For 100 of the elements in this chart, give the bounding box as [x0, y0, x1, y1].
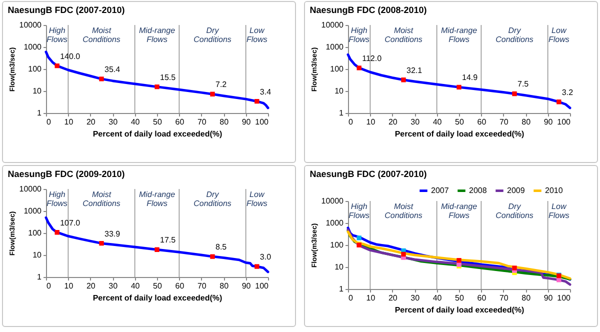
x-tick-label: 0: [348, 294, 354, 302]
point: [99, 240, 104, 246]
annotation: Dry Conditions: [194, 190, 232, 208]
y-tick-label: 10: [32, 250, 42, 260]
point: [356, 66, 362, 70]
x-tick-label: 70: [499, 118, 509, 126]
data-label: 15.5: [160, 72, 176, 82]
point: [254, 98, 260, 104]
annotation: Moist Conditions: [384, 202, 422, 220]
x-tick-label: 30: [108, 282, 118, 290]
data-label: 3.4: [260, 87, 272, 96]
y-tick-label: 100: [330, 64, 344, 74]
point: [401, 252, 406, 257]
y-tick-label: 1000: [24, 206, 42, 216]
x-tick-label: 20: [388, 294, 398, 302]
annotation: Dry Conditions: [496, 26, 534, 44]
x-tick-label: 50: [455, 294, 464, 302]
x-tick-label: 90: [242, 118, 252, 126]
x-tick-label: 100: [255, 282, 270, 290]
x-tick-label: 60: [175, 282, 185, 290]
x-tick-label: 10: [64, 118, 74, 126]
data-label: 112.0: [362, 54, 382, 63]
y-tick-label: 1000: [326, 42, 344, 52]
x-tick-label: 50: [153, 118, 162, 126]
annotation: Moist Conditions: [384, 26, 422, 44]
x-tick-label: 30: [410, 294, 420, 302]
x-tick-label: 30: [410, 118, 420, 126]
x-axis-title: Percent of daily load exceeded(%): [394, 306, 525, 314]
x-tick-label: 40: [130, 118, 140, 126]
annotation: High Flows: [348, 202, 370, 220]
x-tick-label: 0: [46, 282, 52, 290]
legend-label: 2008: [469, 186, 488, 195]
annotation: High Flows: [46, 190, 68, 208]
x-tick-label: 100: [557, 118, 572, 126]
y-tick-label: 1: [339, 284, 344, 294]
x-tick-label: 100: [557, 294, 572, 302]
data-label: 8.5: [216, 242, 228, 252]
point: [356, 236, 362, 240]
x-tick-label: 20: [388, 118, 398, 126]
point: [254, 264, 260, 269]
annotation: Low Flows: [548, 26, 570, 44]
x-tick-label: 100: [255, 118, 270, 126]
x-tick-label: 70: [499, 294, 509, 302]
annotation: Mid-range Flows: [440, 202, 478, 220]
line-series: [44, 50, 270, 110]
x-tick-label: 60: [477, 118, 487, 126]
y-tick-label: 10: [334, 262, 344, 272]
data-label: 3.0: [260, 252, 272, 262]
y-tick-label: 100: [330, 240, 344, 250]
annotation: Low Flows: [548, 202, 570, 220]
chart-title: NaesungB FDC (2008-2010): [310, 5, 427, 15]
annotation: High Flows: [348, 26, 370, 44]
point: [99, 76, 104, 82]
x-tick-label: 40: [130, 282, 140, 290]
x-tick-label: 70: [197, 282, 207, 290]
x-tick-label: 50: [455, 118, 464, 126]
y-tick-label: 1: [37, 108, 42, 118]
x-tick-label: 80: [522, 294, 532, 302]
chart-title: NaesungB FDC (2007-2010): [310, 169, 427, 179]
line-series: [44, 216, 270, 274]
x-tick-label: 30: [108, 118, 118, 126]
x-tick-label: 20: [86, 282, 96, 290]
annotation: Mid-range Flows: [138, 26, 176, 44]
data-label: 33.9: [104, 229, 121, 238]
point: [154, 84, 160, 90]
y-tick-label: 1: [37, 272, 42, 282]
data-label: 14.9: [462, 73, 478, 82]
point: [210, 254, 215, 259]
x-tick-label: 80: [522, 118, 532, 126]
point: [154, 247, 160, 252]
data-label: 7.5: [518, 80, 530, 89]
x-tick-label: 50: [153, 282, 162, 290]
annotation: Low Flows: [246, 190, 268, 208]
point: [401, 78, 406, 82]
x-tick-label: 90: [544, 118, 554, 126]
x-tick-label: 10: [64, 282, 74, 290]
annotation: Mid-range Flows: [138, 190, 176, 208]
point: [556, 100, 562, 104]
x-axis-title: Percent of daily load exceeded(%): [92, 130, 223, 138]
legend-label: 2009: [507, 186, 526, 195]
point: [456, 84, 462, 90]
x-tick-label: 0: [348, 118, 354, 126]
y-tick-label: 1000: [24, 42, 42, 52]
y-tick-label: 10000: [19, 184, 42, 194]
point: [210, 92, 215, 96]
data-label: 3.2: [562, 88, 574, 97]
annotation: Moist Conditions: [82, 190, 120, 208]
annotation: Moist Conditions: [82, 26, 120, 44]
point: [54, 63, 60, 68]
y-tick-label: 100: [28, 228, 42, 238]
y-tick-label: 10000: [321, 196, 344, 206]
x-tick-label: 80: [220, 282, 230, 290]
legend-label: 2007: [431, 186, 450, 195]
y-tick-label: 100: [28, 64, 42, 74]
x-tick-label: 60: [175, 118, 185, 126]
x-tick-label: 80: [220, 118, 230, 126]
y-tick-label: 10000: [19, 20, 42, 30]
chart-title: NaesungB FDC (2007-2010): [8, 5, 125, 15]
x-tick-label: 40: [432, 118, 442, 126]
x-tick-label: 90: [242, 282, 252, 290]
